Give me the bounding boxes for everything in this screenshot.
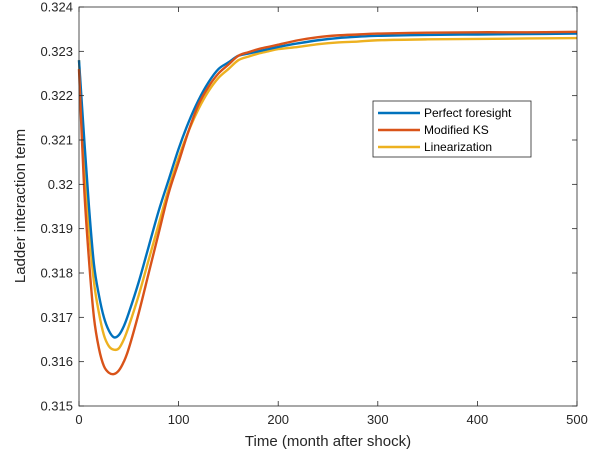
y-tick-label-4: 0.319 — [40, 221, 73, 236]
legend-label-perfect-foresight: Perfect foresight — [424, 106, 512, 120]
y-tick-label-2: 0.317 — [40, 310, 73, 325]
series-line-modified-ks — [77, 30, 578, 376]
legend-label-modified-ks: Modified KS — [424, 123, 489, 137]
y-axis-label: Ladder interaction term — [12, 129, 29, 283]
series-line-linearization — [77, 36, 578, 352]
y-tick-label-7: 0.322 — [40, 88, 73, 103]
y-tick-label-1: 0.316 — [40, 354, 73, 369]
x-tick-label-300: 300 — [367, 412, 389, 427]
plot-area — [79, 7, 577, 406]
y-tick-label-3: 0.318 — [40, 266, 73, 281]
x-axis-label: Time (month after shock) — [245, 433, 411, 450]
legend-label-linearization: Linearization — [424, 140, 492, 154]
ticks-layer: 0 100 200 300 400 500 0.315 0.316 0.317 0.318 0.31… — [40, 0, 587, 427]
series-line-perfect-foresight — [77, 32, 578, 339]
x-tick-label-200: 200 — [267, 412, 289, 427]
series-layer — [77, 30, 578, 376]
y-tick-label-0: 0.315 — [40, 399, 73, 414]
y-tick-label-5: 0.32 — [48, 177, 73, 192]
y-tick-label-6: 0.321 — [40, 133, 73, 148]
y-tick-label-8: 0.323 — [40, 44, 73, 59]
plot-frame — [78, 6, 578, 407]
y-tick-label-9: 0.324 — [40, 0, 73, 15]
x-tick-label-400: 400 — [467, 412, 489, 427]
x-tick-label-500: 500 — [566, 412, 588, 427]
x-tick-label-100: 100 — [168, 412, 190, 427]
x-tick-label-0: 0 — [75, 412, 82, 427]
legend: Perfect foresight Modified KS Linearizat… — [372, 100, 532, 158]
